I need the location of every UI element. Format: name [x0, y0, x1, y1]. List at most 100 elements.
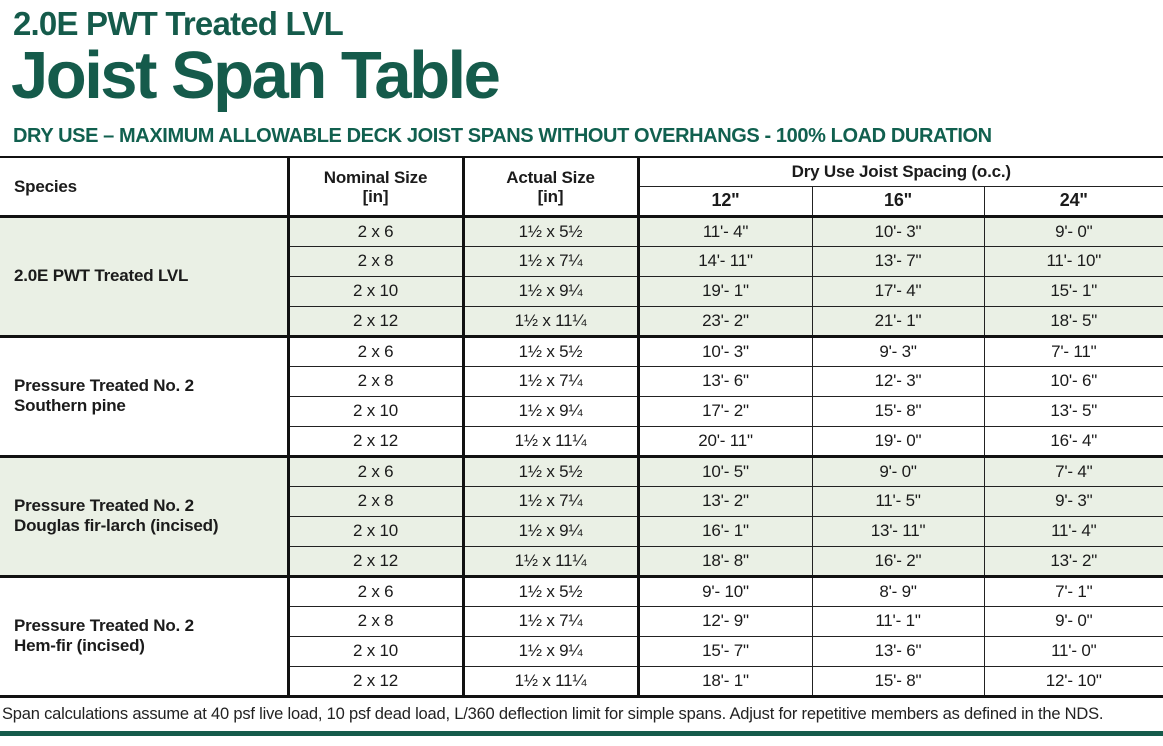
actual-cell: 1½ x 9¼: [461, 515, 638, 547]
span-cell-16: 10'- 3": [811, 214, 984, 247]
page-title: Joist Span Table: [11, 37, 501, 113]
table-row: 2 x 12 1½ x 11¼ 20'- 11" 19'- 0" 16'- 4": [0, 425, 1163, 457]
span-cell-12: 19'- 1": [636, 275, 812, 307]
nominal-cell: 2 x 12: [286, 305, 463, 337]
table-row: 2 x 12 1½ x 11¼ 23'- 2" 21'- 1" 18'- 5": [0, 305, 1163, 337]
table-row: 2 x 10 1½ x 9¼ 17'- 2" 15'- 8" 13'- 5": [0, 395, 1163, 427]
nominal-cell: 2 x 12: [286, 665, 463, 697]
span-cell-24: 13'- 5": [983, 395, 1163, 427]
span-cell-12: 15'- 7": [636, 635, 812, 667]
actual-cell: 1½ x 9¼: [461, 395, 638, 427]
span-cell-16: 13'- 7": [811, 245, 984, 277]
span-cell-12: 18'- 8": [636, 545, 812, 577]
nominal-cell: 2 x 8: [286, 485, 463, 517]
span-cell-24: 11'- 0": [983, 635, 1163, 667]
col-header-actual-size: Actual Size [in]: [461, 157, 638, 218]
page-pretitle: 2.0E PWT Treated LVL: [13, 5, 344, 42]
table-row: Pressure Treated No. 2 Hem-fir (incised)…: [0, 574, 1163, 697]
span-cell-12: 13'- 2": [636, 485, 812, 517]
species-name-line1: Pressure Treated No. 2: [14, 376, 194, 396]
span-cell-16: 15'- 8": [811, 665, 984, 697]
actual-cell: 1½ x 11¼: [461, 545, 638, 577]
table-header: Species Nominal Size [in] Actual Size [i…: [0, 157, 1163, 218]
span-cell-24: 9'- 0": [983, 605, 1163, 637]
span-cell-12: 11'- 4": [636, 214, 812, 247]
col-header-nominal-size: Nominal Size [in]: [286, 157, 463, 218]
span-cell-16: 11'- 1": [811, 605, 984, 637]
table-row: Pressure Treated No. 2 Southern pine 2 x…: [0, 334, 1163, 457]
actual-cell: 1½ x 7¼: [461, 245, 638, 277]
span-cell-24: 9'- 0": [983, 214, 1163, 247]
actual-cell: 1½ x 11¼: [461, 425, 638, 457]
span-cell-16: 9'- 3": [811, 334, 984, 367]
nominal-cell: 2 x 6: [286, 454, 463, 487]
species-group-southern-pine: Pressure Treated No. 2 Southern pine 2 x…: [0, 334, 1163, 457]
span-cell-16: 13'- 6": [811, 635, 984, 667]
span-cell-12: 14'- 11": [636, 245, 812, 277]
span-cell-24: 15'- 1": [983, 275, 1163, 307]
span-cell-12: 16'- 1": [636, 515, 812, 547]
species-group-pwt-lvl: 2.0E PWT Treated LVL 2 x 6 1½ x 5½ 11'- …: [0, 214, 1163, 337]
species-cell: Pressure Treated No. 2 Hem-fir (incised): [0, 574, 288, 697]
table-row: 2 x 10 1½ x 9¼ 16'- 1" 13'- 11" 11'- 4": [0, 515, 1163, 547]
col-header-spacing-24: 24": [983, 186, 1163, 218]
span-cell-16: 9'- 0": [811, 454, 984, 487]
actual-cell: 1½ x 11¼: [461, 665, 638, 697]
table-row: 2 x 8 1½ x 7¼ 13'- 6" 12'- 3" 10'- 6": [0, 365, 1163, 397]
col-header-species: Species: [0, 157, 288, 218]
actual-cell: 1½ x 7¼: [461, 365, 638, 397]
species-name-line2: Southern pine: [14, 396, 126, 416]
species-name-line2: Hem-fir (incised): [14, 636, 145, 656]
table-row: 2 x 12 1½ x 11¼ 18'- 1" 15'- 8" 12'- 10": [0, 665, 1163, 697]
actual-cell: 1½ x 11¼: [461, 305, 638, 337]
span-cell-24: 7'- 1": [983, 574, 1163, 607]
span-cell-16: 19'- 0": [811, 425, 984, 457]
span-cell-12: 20'- 11": [636, 425, 812, 457]
actual-cell: 1½ x 9¼: [461, 275, 638, 307]
nominal-cell: 2 x 10: [286, 395, 463, 427]
actual-size-unit: [in]: [537, 186, 564, 206]
span-cell-24: 16'- 4": [983, 425, 1163, 457]
species-name-line1: Pressure Treated No. 2: [14, 616, 194, 636]
page-header: 2.0E PWT Treated LVL Joist Span Table: [0, 0, 1163, 113]
span-cell-16: 8'- 9": [811, 574, 984, 607]
span-cell-24: 13'- 2": [983, 545, 1163, 577]
span-cell-24: 10'- 6": [983, 365, 1163, 397]
nominal-cell: 2 x 6: [286, 214, 463, 247]
nominal-cell: 2 x 6: [286, 334, 463, 367]
actual-cell: 1½ x 5½: [461, 454, 638, 487]
table-subtitle: DRY USE – MAXIMUM ALLOWABLE DECK JOIST S…: [13, 125, 992, 148]
span-cell-24: 7'- 11": [983, 334, 1163, 367]
span-cell-24: 12'- 10": [983, 665, 1163, 697]
col-header-spacing-group: Dry Use Joist Spacing (o.c.): [636, 157, 1163, 187]
nominal-cell: 2 x 12: [286, 545, 463, 577]
species-cell: Pressure Treated No. 2 Douglas fir-larch…: [0, 454, 288, 577]
span-cell-12: 17'- 2": [636, 395, 812, 427]
span-cell-16: 16'- 2": [811, 545, 984, 577]
span-cell-12: 9'- 10": [636, 574, 812, 607]
nominal-cell: 2 x 8: [286, 245, 463, 277]
table-row: Pressure Treated No. 2 Douglas fir-larch…: [0, 454, 1163, 577]
nominal-cell: 2 x 8: [286, 605, 463, 637]
span-cell-24: 18'- 5": [983, 305, 1163, 337]
table-row: 2 x 12 1½ x 11¼ 18'- 8" 16'- 2" 13'- 2": [0, 545, 1163, 577]
header-row-2: 12" 16" 24": [0, 186, 1163, 218]
table-row: 2 x 8 1½ x 7¼ 13'- 2" 11'- 5" 9'- 3": [0, 485, 1163, 517]
nominal-size-label: Nominal Size: [323, 167, 428, 187]
span-cell-24: 11'- 4": [983, 515, 1163, 547]
nominal-size-unit: [in]: [362, 186, 389, 206]
actual-cell: 1½ x 7¼: [461, 605, 638, 637]
table-row: 2 x 10 1½ x 9¼ 19'- 1" 17'- 4" 15'- 1": [0, 275, 1163, 307]
joist-span-table: Species Nominal Size [in] Actual Size [i…: [0, 156, 1163, 698]
nominal-cell: 2 x 6: [286, 574, 463, 607]
bottom-divider: [0, 730, 1163, 736]
span-cell-12: 10'- 5": [636, 454, 812, 487]
span-cell-16: 11'- 5": [811, 485, 984, 517]
span-cell-12: 23'- 2": [636, 305, 812, 337]
span-cell-16: 17'- 4": [811, 275, 984, 307]
species-cell: 2.0E PWT Treated LVL: [0, 214, 288, 337]
table-row: 2 x 8 1½ x 7¼ 14'- 11" 13'- 7" 11'- 10": [0, 245, 1163, 277]
table-row: 2 x 10 1½ x 9¼ 15'- 7" 13'- 6" 11'- 0": [0, 635, 1163, 667]
actual-cell: 1½ x 7¼: [461, 485, 638, 517]
species-name-line1: 2.0E PWT Treated LVL: [14, 266, 189, 286]
